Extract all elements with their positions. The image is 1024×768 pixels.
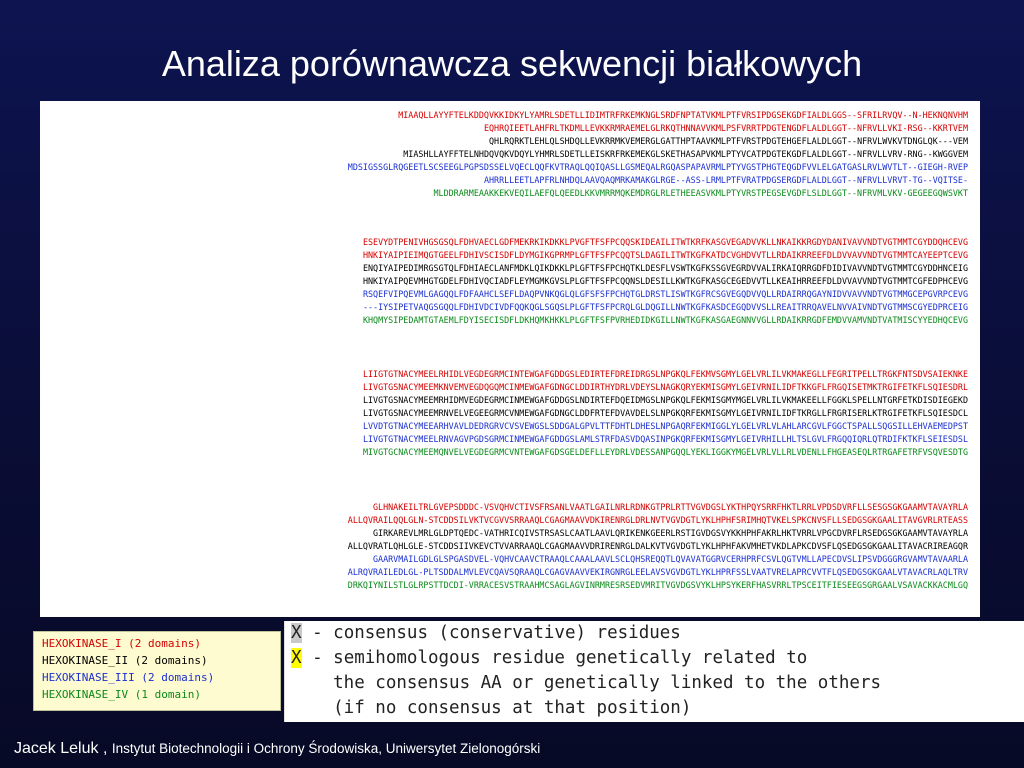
sequence-line: ALRQVRAILEDLGL-PLTSDDALMVLEVCQAVSQRAAQLC… <box>347 567 968 577</box>
sequence-line: LIVGTGTNACYMEELRNVAGVPGDSGRMCINMEWGAFGDD… <box>362 434 968 444</box>
alignment-block-2: ESEVYDTPENIVHGSGSQLFDHVAECLGDFMEKRKIKDKK… <box>68 236 968 327</box>
sequence-line: QHLRQRKTLEHLQLSHDQLLEVKRRMKVEMERGLGATTHP… <box>488 136 968 146</box>
sequence-line: ALLQVRATLQHLGLE-STCDDSIIVKEVCTVVARRAAQLC… <box>347 541 968 551</box>
footer-credit: Jacek Leluk , Instytut Biotechnologii i … <box>14 740 540 758</box>
author-name: Jacek Leluk , <box>14 740 112 757</box>
sequence-line: HNKIYAIPIEIMQGTGEELFDHIVSCISDFLDYMGIKGPR… <box>362 250 968 260</box>
key-row-consensus: X - consensus (conservative) residues <box>285 621 1024 646</box>
sequence-line: ENQIYAIPEDIMRGSGTQLFDHIAECLANFMDKLQIKDKK… <box>362 263 968 273</box>
sequence-line: RSQEFVIPQEVMLGAGQQLFDFAAHCLSEFLDAQPVNKQG… <box>362 289 968 299</box>
sequence-line: LIVGTGSNACYMEEMKNVEMVEGDQGQMCINMEWGAFGDN… <box>362 382 968 392</box>
sequence-line: HNKIYAIPQEVMHGTGDELFDHIVQCIADFLEYMGMKGVS… <box>362 276 968 286</box>
sequence-line: DRKQIYNILSTLGLRPSTTDCDI-VRRACESVSTRAAHMC… <box>347 580 968 590</box>
consensus-description: - consensus (conservative) residues <box>301 623 681 643</box>
sequence-line: MIASHLLAYFFTELNHDQVQKVDQYLYHMRLSDETLLEIS… <box>403 149 968 159</box>
semihomologous-description: - semihomologous residue genetically rel… <box>301 648 808 668</box>
key-row-semihomologous: X - semihomologous residue genetically r… <box>285 646 1024 671</box>
sequence-line: MIAAQLLAYYFTELKDDQVKKIDKYLYAMRLSDETLLIDI… <box>398 110 968 120</box>
page-title: Analiza porównawcza sekwencji białkowych <box>161 43 863 84</box>
sequence-line: MDSIGSSGLRQGEETLSCSEEGLPGPSDSSELVQECLQQF… <box>347 162 968 172</box>
highlight-key: X - consensus (conservative) residues X … <box>284 621 1024 722</box>
sequence-line: ESEVYDTPENIVHGSGSQLFDHVAECLGDFMEKRKIKDKK… <box>362 237 968 247</box>
sequence-line: GLHNAKEILTRLGVEPSDDDC-VSVQHVCTIVSFRSANLV… <box>373 502 968 512</box>
alignment-panel: MIAAQLLAYYFTELKDDQVKKIDKYLYAMRLSDETLLIDI… <box>40 101 980 617</box>
key-row-semihomologous-2: the consensus AA or genetically linked t… <box>291 673 882 693</box>
alignment-block-1: MIAAQLLAYYFTELKDDQVKKIDKYLYAMRLSDETLLIDI… <box>68 109 968 200</box>
legend-item-hexokinase-iii: HEXOKINASE_III (2 domains) <box>42 671 215 684</box>
key-row-semihomologous-3: (if no consensus at that position) <box>291 698 692 718</box>
sequence-line: LIIGTGTNACYMEELRHIDLVEGDEGRMCINTEWGAFGDD… <box>362 369 968 379</box>
sequence-line: MLDDRARMEAAKKEKVEQILAEFQLQEEDLKKVMRRMQKE… <box>433 188 968 198</box>
sequence-line: GAARVMAILGDLGLSPGASDVEL-VQHVCAAVCTRAAQLC… <box>373 554 968 564</box>
sequence-line: AHRRLLEETLAPFRLNHDQLAAVQAQMRKAMAKGLRGE--… <box>483 175 968 185</box>
sequence-line: ALLQVRAILQQLGLN-STCDDSILVKTVCGVVSRRAAQLC… <box>347 515 968 525</box>
alignment-block-3: LIIGTGTNACYMEELRHIDLVEGDEGRMCINTEWGAFGDD… <box>68 368 968 459</box>
sequence-line: KHQMYSIPEDAMTGTAEMLFDYISECISDFLDKHQMKHKK… <box>362 315 968 325</box>
alignment-block-4: GLHNAKEILTRLGVEPSDDDC-VSVQHVCTIVSFRSANLV… <box>68 501 968 592</box>
sequence-line: MIVGTGCNACYMEEMQNVELVEGDEGRMCVNTEWGAFGDS… <box>362 447 968 457</box>
sequence-line: ---IYSIPETVAQGSGQQLFDHIVDCIVDFQQKQGLSGQS… <box>362 302 968 312</box>
sequence-line: EQHRQIEETLAHFRLTKDMLLEVKKRMRAEMELGLRKQTH… <box>483 123 968 133</box>
sequence-line: GIRKAREVLMRLGLDPTQEDC-VATHRICQIVSTRSASLC… <box>373 528 968 538</box>
legend-item-hexokinase-i: HEXOKINASE_I (2 domains) <box>42 637 201 650</box>
hexokinase-legend: HEXOKINASE_I (2 domains) HEXOKINASE_II (… <box>33 631 281 711</box>
semihomologous-swatch: X <box>291 648 302 668</box>
sequence-line: LIVGTGSNACYMEEMRHIDMVEGDEGRMCINMEWGAFGDD… <box>362 395 968 405</box>
institution-name: Instytut Biotechnologii i Ochrony Środow… <box>111 741 541 756</box>
legend-item-hexokinase-iv: HEXOKINASE_IV (1 domain) <box>42 688 201 701</box>
legend-item-hexokinase-ii: HEXOKINASE_II (2 domains) <box>42 654 208 667</box>
sequence-line: LVVDTGTNACYMEEARHVAVLDEDRGRVCVSVEWGSLSDD… <box>362 421 968 431</box>
consensus-swatch: X <box>291 623 302 643</box>
sequence-line: LIVGTGSNACYMEEMRNVELVEGEEGRMCVNMEWGAFGDN… <box>362 408 968 418</box>
